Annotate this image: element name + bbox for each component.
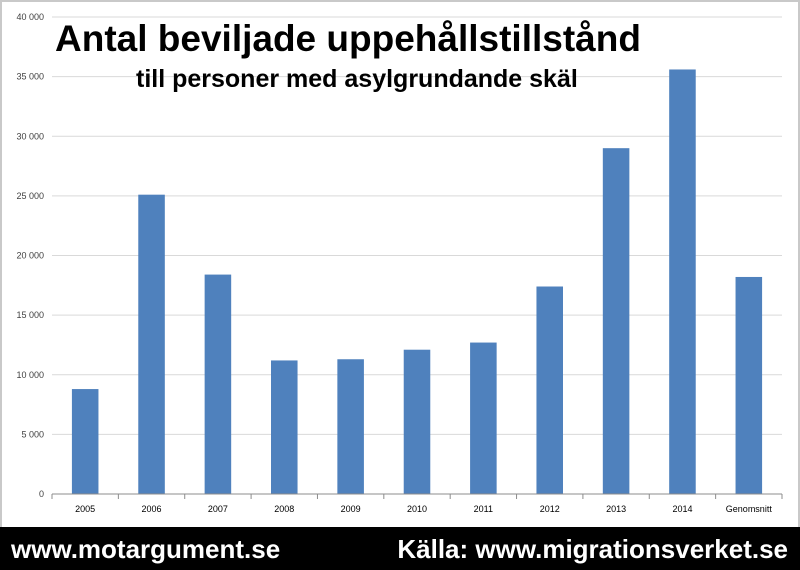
x-tick-label: 2009: [341, 504, 361, 514]
bar: [71, 389, 99, 494]
y-tick-label: 40 000: [16, 12, 44, 22]
footer-site-link[interactable]: www.motargument.se: [11, 534, 281, 564]
axes: 0 5 000 10 000 15 000 20 000 25 000 30 000 35 0…: [16, 12, 783, 514]
bar: [337, 359, 364, 494]
y-tick-label: 10 000: [16, 370, 44, 380]
x-tick-label: 2007: [208, 504, 228, 514]
y-tick-label: 15 000: [16, 310, 44, 320]
x-tick-label: Genomsnitt: [726, 504, 773, 514]
x-tick-label: 2014: [672, 504, 692, 514]
y-tick-label: 25 000: [16, 191, 44, 201]
bar: [735, 276, 763, 494]
chart-subtitle: till personer med asylgrundande skäl: [136, 65, 578, 93]
x-tick-label: 2013: [606, 504, 626, 514]
footer-source-text: Källa: www.migrationsverket.se: [397, 534, 788, 564]
x-tick-label: 2012: [540, 504, 560, 514]
y-tick-label: 35 000: [16, 72, 44, 82]
x-tick-label: 2006: [142, 504, 162, 514]
y-tick-label: 5 000: [21, 429, 44, 439]
footer-bar: www.motargument.se Källa: www.migrations…: [0, 527, 800, 570]
bar: [669, 69, 696, 494]
bar: [204, 274, 232, 494]
bar: [403, 349, 431, 494]
x-tick-label: 2008: [274, 504, 294, 514]
x-tick-label: 2010: [407, 504, 427, 514]
y-tick-label: 20 000: [16, 251, 44, 261]
bar-chart: 0 5 000 10 000 15 000 20 000 25 000 30 000 35 0…: [16, 12, 783, 514]
bar: [602, 148, 630, 495]
bar: [470, 342, 497, 494]
chart-title: Antal beviljade uppehållstillstånd: [55, 18, 641, 59]
bars: [71, 69, 763, 495]
y-tick-label: 30 000: [16, 131, 44, 141]
y-tick-label: 0: [39, 489, 44, 499]
x-tick-label: 2005: [75, 504, 95, 514]
bar: [536, 286, 563, 494]
bar: [271, 360, 298, 494]
x-tick-label: 2011: [474, 504, 493, 514]
bar: [138, 194, 165, 494]
gridlines: [52, 16, 782, 435]
